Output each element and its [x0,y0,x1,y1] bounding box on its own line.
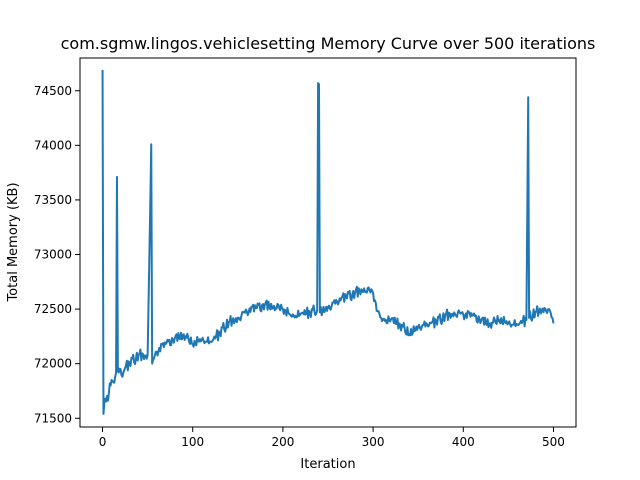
x-tick-label: 200 [271,435,294,449]
y-axis-label: Total Memory (KB) [6,182,21,302]
y-tick-label: 74000 [34,138,72,152]
y-axis: 71500 72000 72500 73000 73500 74000 74500 [34,84,80,425]
y-tick-label: 73500 [34,193,72,207]
x-tick-label: 500 [542,435,565,449]
y-tick-label: 74500 [34,84,72,98]
x-axis-label: Iteration [300,457,355,472]
x-tick-label: 100 [181,435,204,449]
chart-title: com.sgmw.lingos.vehiclesetting Memory Cu… [61,34,596,53]
series-group [101,70,555,415]
x-tick-label: 0 [99,435,107,449]
y-tick-label: 73000 [34,248,72,262]
plot-frame [79,57,577,428]
plot-area [80,58,576,427]
x-tick-label: 400 [452,435,475,449]
y-tick-label: 71500 [34,411,72,425]
y-tick-label: 72000 [34,357,72,371]
memory-series-line [101,70,555,415]
y-tick-label: 72500 [34,302,72,316]
x-tick-label: 300 [362,435,385,449]
x-axis: 0 100 200 300 400 500 [99,427,565,449]
